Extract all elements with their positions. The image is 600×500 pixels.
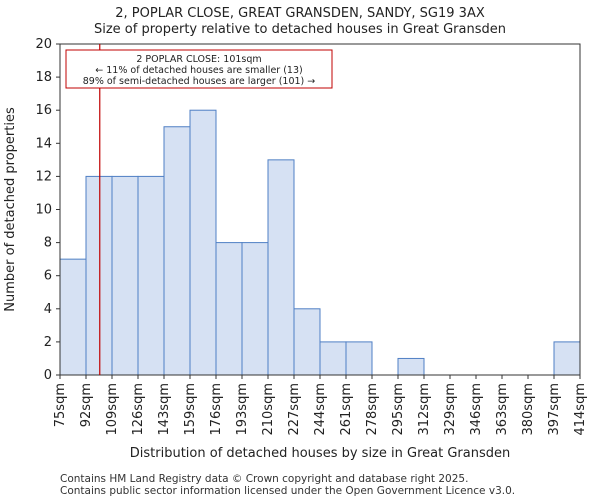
y-tick-labels: 0 2 4 6 8 10 12 14 16 18 20 [35, 37, 52, 383]
bar-75sqm [59, 258, 87, 376]
y-tick-label: 12 [35, 169, 52, 184]
bar-227sqm [293, 308, 321, 376]
bar-210sqm [267, 159, 295, 376]
footer-line-1: Contains HM Land Registry data © Crown c… [60, 473, 469, 485]
x-tick-label: 329sqm [443, 383, 458, 436]
bars-group [59, 109, 581, 376]
y-tick-label: 14 [35, 136, 52, 151]
bar-244sqm [319, 341, 347, 376]
x-tick-label: 295sqm [391, 383, 406, 436]
x-tick-label: 414sqm [573, 383, 588, 436]
chart-title: 2, POPLAR CLOSE, GREAT GRANSDEN, SANDY, … [115, 6, 485, 21]
x-tick-label: 193sqm [235, 383, 250, 436]
x-tick-label: 397sqm [547, 383, 562, 436]
x-tick-label: 92sqm [79, 383, 94, 427]
bar-126sqm [137, 175, 165, 376]
bar-159sqm [189, 109, 217, 376]
x-tick-label: 261sqm [339, 383, 354, 436]
y-tick-label: 18 [35, 70, 52, 85]
x-tick-label: 227sqm [287, 383, 302, 436]
x-tick-label: 346sqm [469, 383, 484, 436]
bar-193sqm [241, 242, 269, 376]
annotation-line-3: 89% of semi-detached houses are larger (… [83, 76, 316, 87]
x-tick-label: 380sqm [521, 383, 536, 436]
axes-group [56, 43, 581, 379]
bar-92sqm [85, 175, 113, 376]
x-tick-label: 312sqm [417, 383, 432, 436]
y-tick-label: 2 [44, 335, 52, 350]
bar-143sqm [163, 126, 191, 376]
annotation-frame [65, 49, 333, 89]
x-tick-label: 109sqm [105, 383, 120, 436]
x-tick-labels: 75sqm 92sqm 109sqm 126sqm 143sqm 159sqm 176sqm… [53, 383, 588, 436]
x-tick-label: 210sqm [261, 383, 276, 436]
x-tick-label: 176sqm [209, 383, 224, 436]
y-tick-label: 10 [35, 203, 52, 218]
x-tick-label: 143sqm [157, 383, 172, 436]
footer-line-2: Contains public sector information licen… [60, 485, 516, 497]
annotation-line-2: ← 11% of detached houses are smaller (13… [95, 65, 302, 76]
x-tick-label: 159sqm [183, 383, 198, 436]
chart-subtitle: Size of property relative to detached ho… [93, 22, 506, 37]
annotation-box: 2 POPLAR CLOSE: 101sqm ← 11% of detached… [65, 49, 333, 89]
x-tick-label: 126sqm [131, 383, 146, 436]
y-tick-label: 4 [44, 302, 52, 317]
bar-109sqm [111, 175, 139, 376]
x-axis-label: Distribution of detached houses by size … [130, 446, 510, 461]
bar-261sqm [345, 341, 373, 376]
y-tick-label: 8 [44, 236, 52, 251]
y-tick-label: 0 [44, 368, 52, 383]
y-tick-label: 16 [35, 103, 52, 118]
x-tick-label: 363sqm [495, 383, 510, 436]
x-tick-label: 75sqm [53, 383, 68, 427]
x-tick-label: 244sqm [313, 383, 328, 436]
y-tick-label: 6 [44, 269, 52, 284]
x-tick-label: 278sqm [365, 383, 380, 436]
y-tick-label: 20 [35, 37, 52, 52]
bar-295sqm [397, 357, 425, 376]
bar-176sqm [215, 242, 243, 376]
annotation-line-1: 2 POPLAR CLOSE: 101sqm [136, 54, 261, 65]
bar-397sqm [553, 341, 581, 376]
y-axis-label: Number of detached properties [3, 107, 18, 312]
